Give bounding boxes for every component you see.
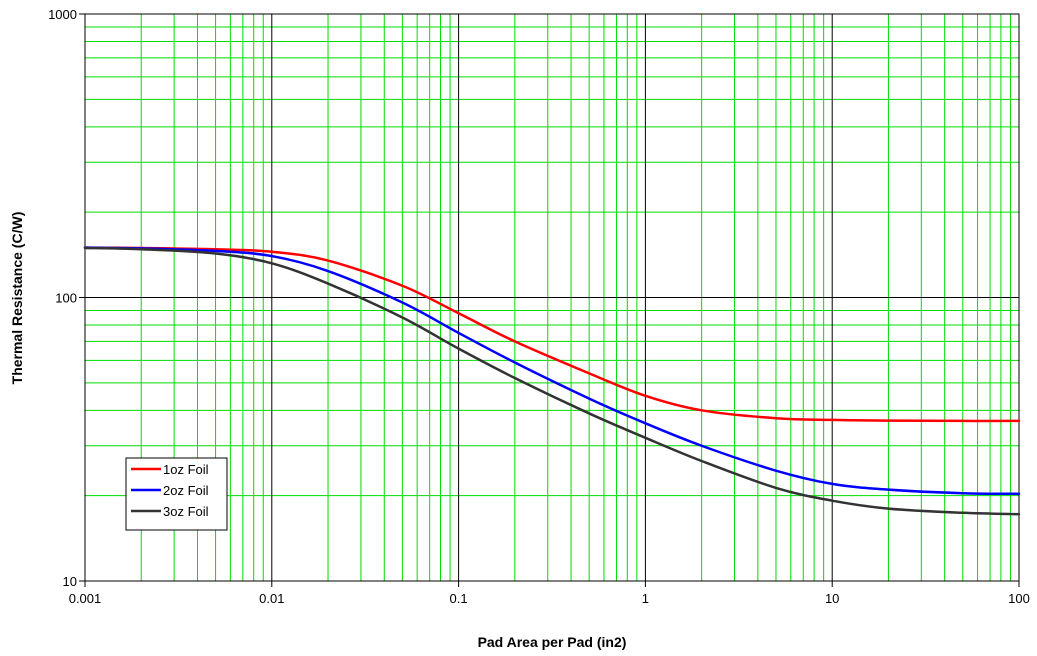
tick-marks (79, 13, 1020, 587)
x-tick-label: 0.1 (450, 591, 468, 606)
series-line-1 (83, 246, 1021, 423)
legend: 1oz Foil 2oz Foil 3oz Foil (125, 457, 228, 531)
x-axis-title: Pad Area per Pad (in2) (478, 634, 627, 650)
legend-label-1: 1oz Foil (163, 462, 209, 477)
y-tick-label: 1000 (48, 7, 77, 22)
x-tick-label: 1 (642, 591, 649, 606)
x-tick-label: 10 (825, 591, 839, 606)
series-line-2 (83, 246, 1021, 496)
y-tick-labels: 10 100 1000 (48, 7, 77, 589)
legend-label-2: 2oz Foil (163, 483, 209, 498)
x-tick-label: 100 (1008, 591, 1030, 606)
legend-label-3: 3oz Foil (163, 504, 209, 519)
series-lines (83, 246, 1021, 516)
y-tick-label: 10 (63, 574, 77, 589)
x-tick-labels: 0.001 0.01 0.1 1 10 100 (69, 591, 1030, 606)
x-tick-label: 0.001 (69, 591, 102, 606)
series-line-3 (83, 246, 1021, 516)
y-axis-title: Thermal Resistance (C/W) (9, 212, 25, 385)
x-tick-label: 0.01 (259, 591, 284, 606)
y-tick-label: 100 (55, 291, 77, 306)
